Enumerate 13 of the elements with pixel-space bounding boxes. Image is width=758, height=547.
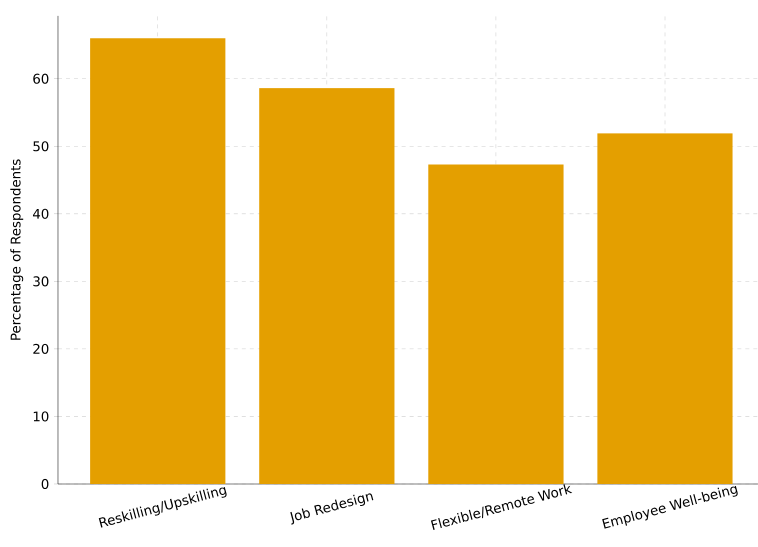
y-tick-label: 10 xyxy=(34,411,48,422)
y-tick-label: 40 xyxy=(32,208,48,219)
bar xyxy=(597,133,733,484)
y-tick-label: 50 xyxy=(33,141,48,152)
y-tick-label: 30 xyxy=(33,276,48,286)
x-tick-label: Job Redesign xyxy=(290,493,374,525)
y-axis-title: Percentage of Respondents xyxy=(10,159,24,340)
bar xyxy=(259,88,394,484)
y-tick-label: 60 xyxy=(33,74,48,84)
bar xyxy=(90,38,226,484)
bar xyxy=(428,164,564,484)
y-tick-label: 0 xyxy=(42,478,48,490)
y-tick-label: 20 xyxy=(33,344,48,354)
